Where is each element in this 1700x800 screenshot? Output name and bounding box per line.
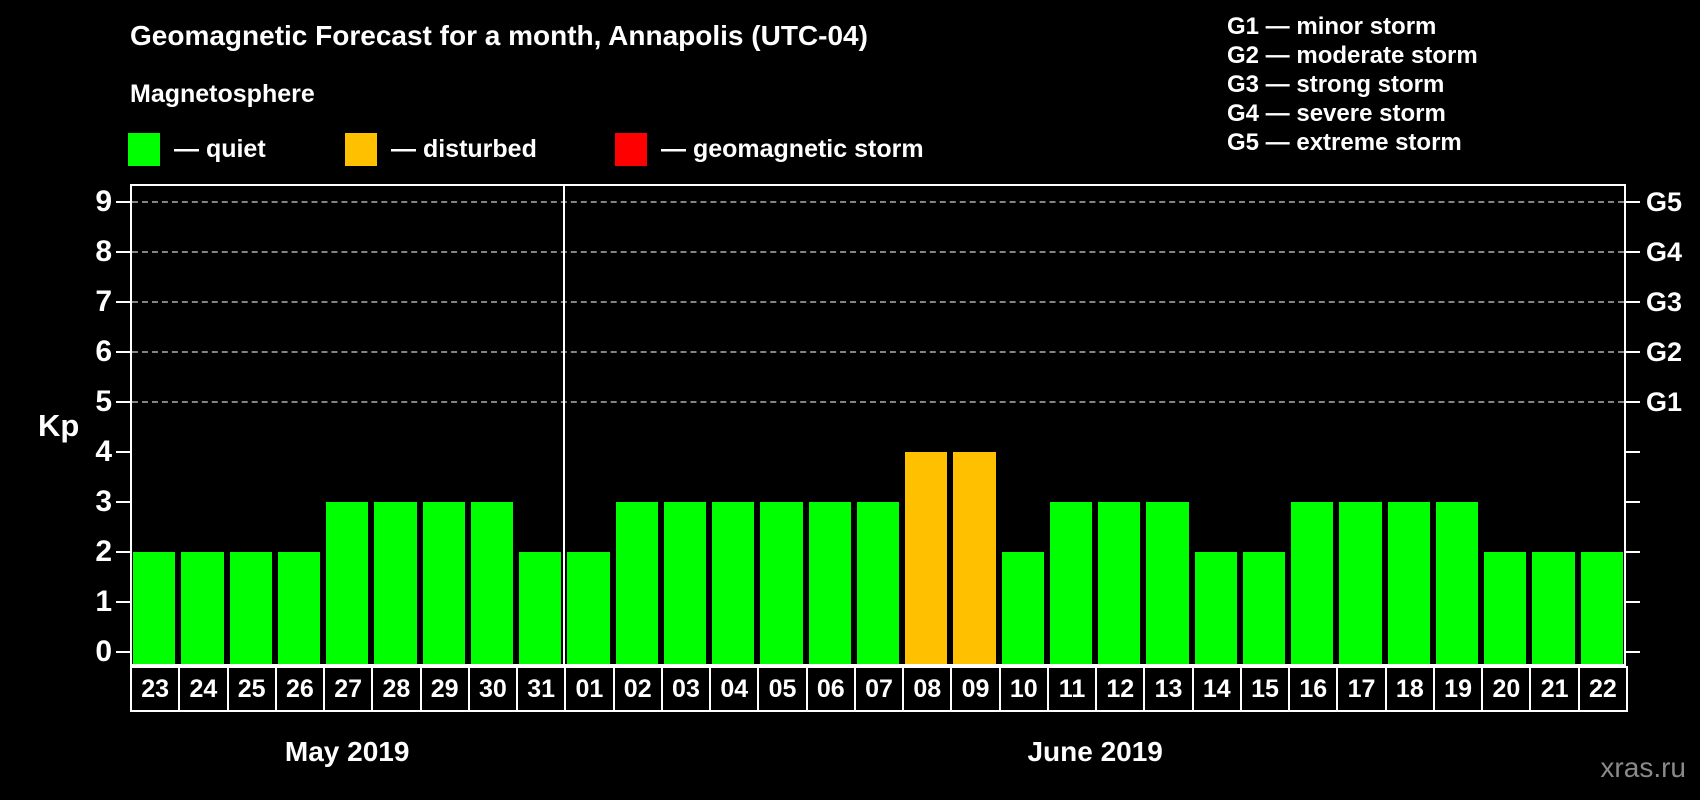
watermark: xras.ru xyxy=(1600,752,1686,783)
day-cell: 21 xyxy=(1529,666,1580,712)
g-legend-line-g3: G3 — strong storm xyxy=(1227,71,1445,98)
plot-area xyxy=(130,184,1626,666)
day-cell: 22 xyxy=(1577,666,1628,712)
legend-item-label: — quiet xyxy=(174,135,266,163)
day-cell: 27 xyxy=(323,666,374,712)
y-tick-label: 7 xyxy=(95,285,112,318)
y-axis-tick xyxy=(116,551,130,553)
y-axis-tick xyxy=(116,601,130,603)
legend-item-disturbed: — disturbed xyxy=(345,133,537,166)
right-axis-tick xyxy=(1626,401,1640,403)
y-axis-tick xyxy=(116,401,130,403)
right-axis-tick xyxy=(1626,451,1640,453)
day-cell: 07 xyxy=(853,666,905,712)
day-cell: 31 xyxy=(516,666,567,712)
day-cell: 28 xyxy=(371,666,422,712)
legend-item-quiet: — quiet xyxy=(128,133,266,166)
day-cell: 16 xyxy=(1288,666,1339,712)
quiet-color-swatch xyxy=(128,133,160,166)
y-axis-tick xyxy=(116,301,130,303)
right-axis-tick xyxy=(1626,201,1640,203)
day-cell: 23 xyxy=(130,666,181,712)
right-axis-tick xyxy=(1626,651,1640,653)
day-cell: 17 xyxy=(1336,666,1387,712)
day-cell: 18 xyxy=(1384,666,1435,712)
g-legend-line-g1: G1 — minor storm xyxy=(1227,13,1437,40)
day-cell: 03 xyxy=(660,666,712,712)
day-cell: 14 xyxy=(1191,666,1242,712)
y-axis-tick xyxy=(116,651,130,653)
y-tick-label: 6 xyxy=(95,335,112,368)
g-legend-line-g5: G5 — extreme storm xyxy=(1227,129,1462,156)
y-tick-label: 0 xyxy=(95,635,112,668)
g-legend-line-g2: G2 — moderate storm xyxy=(1227,42,1478,69)
y-axis-tick xyxy=(116,451,130,453)
chart-title: Geomagnetic Forecast for a month, Annapo… xyxy=(130,20,868,51)
legend-item-label: — geomagnetic storm xyxy=(661,135,924,163)
right-axis-tick xyxy=(1626,351,1640,353)
y-tick-label: 8 xyxy=(95,235,112,268)
day-cell: 12 xyxy=(1095,666,1146,712)
disturbed-color-swatch xyxy=(345,133,377,166)
day-cell: 30 xyxy=(467,666,519,712)
month-label: June 2019 xyxy=(1027,736,1163,767)
right-axis-tick xyxy=(1626,251,1640,253)
day-cell: 11 xyxy=(1046,666,1098,712)
g-scale-legend: G1 — minor storm G2 — moderate storm G3 … xyxy=(1227,12,1478,157)
y-axis-tick xyxy=(116,501,130,503)
day-cell: 26 xyxy=(274,666,326,712)
day-cell: 01 xyxy=(564,666,615,712)
day-cell: 04 xyxy=(709,666,760,712)
y-axis-title: Kp xyxy=(38,408,80,443)
storm-color-swatch xyxy=(615,133,647,166)
legend-item-label: — disturbed xyxy=(391,135,537,163)
right-axis-tick xyxy=(1626,601,1640,603)
day-cell: 02 xyxy=(612,666,663,712)
g-axis-label: G4 xyxy=(1646,237,1683,267)
right-axis-tick xyxy=(1626,551,1640,553)
day-cell: 10 xyxy=(998,666,1049,712)
y-tick-label: 1 xyxy=(95,585,112,618)
y-tick-label: 3 xyxy=(95,485,112,518)
day-cell: 15 xyxy=(1239,666,1291,712)
g-axis-label: G3 xyxy=(1646,287,1683,317)
g-axis-label: G2 xyxy=(1646,337,1683,367)
day-cell: 29 xyxy=(419,666,470,712)
y-tick-label: 2 xyxy=(95,535,112,568)
day-cell: 06 xyxy=(805,666,856,712)
magnetosphere-legend-title: Magnetosphere xyxy=(130,80,315,108)
y-axis-tick xyxy=(116,351,130,353)
day-cell: 19 xyxy=(1432,666,1484,712)
day-cell: 25 xyxy=(226,666,277,712)
day-cell: 13 xyxy=(1143,666,1194,712)
right-axis-tick xyxy=(1626,301,1640,303)
day-cell: 20 xyxy=(1481,666,1532,712)
month-label: May 2019 xyxy=(284,736,410,767)
day-cell: 09 xyxy=(950,666,1001,712)
y-axis-tick xyxy=(116,251,130,253)
day-cell: 05 xyxy=(757,666,808,712)
g-axis-label: G5 xyxy=(1646,187,1683,217)
y-axis-tick xyxy=(116,201,130,203)
y-tick-label: 9 xyxy=(95,185,112,218)
legend-item-storm: — geomagnetic storm xyxy=(615,133,924,166)
day-cell: 08 xyxy=(902,666,953,712)
g-axis-label: G1 xyxy=(1646,387,1683,417)
day-cell: 24 xyxy=(178,666,229,712)
g-legend-line-g4: G4 — severe storm xyxy=(1227,100,1446,127)
right-axis-tick xyxy=(1626,501,1640,503)
